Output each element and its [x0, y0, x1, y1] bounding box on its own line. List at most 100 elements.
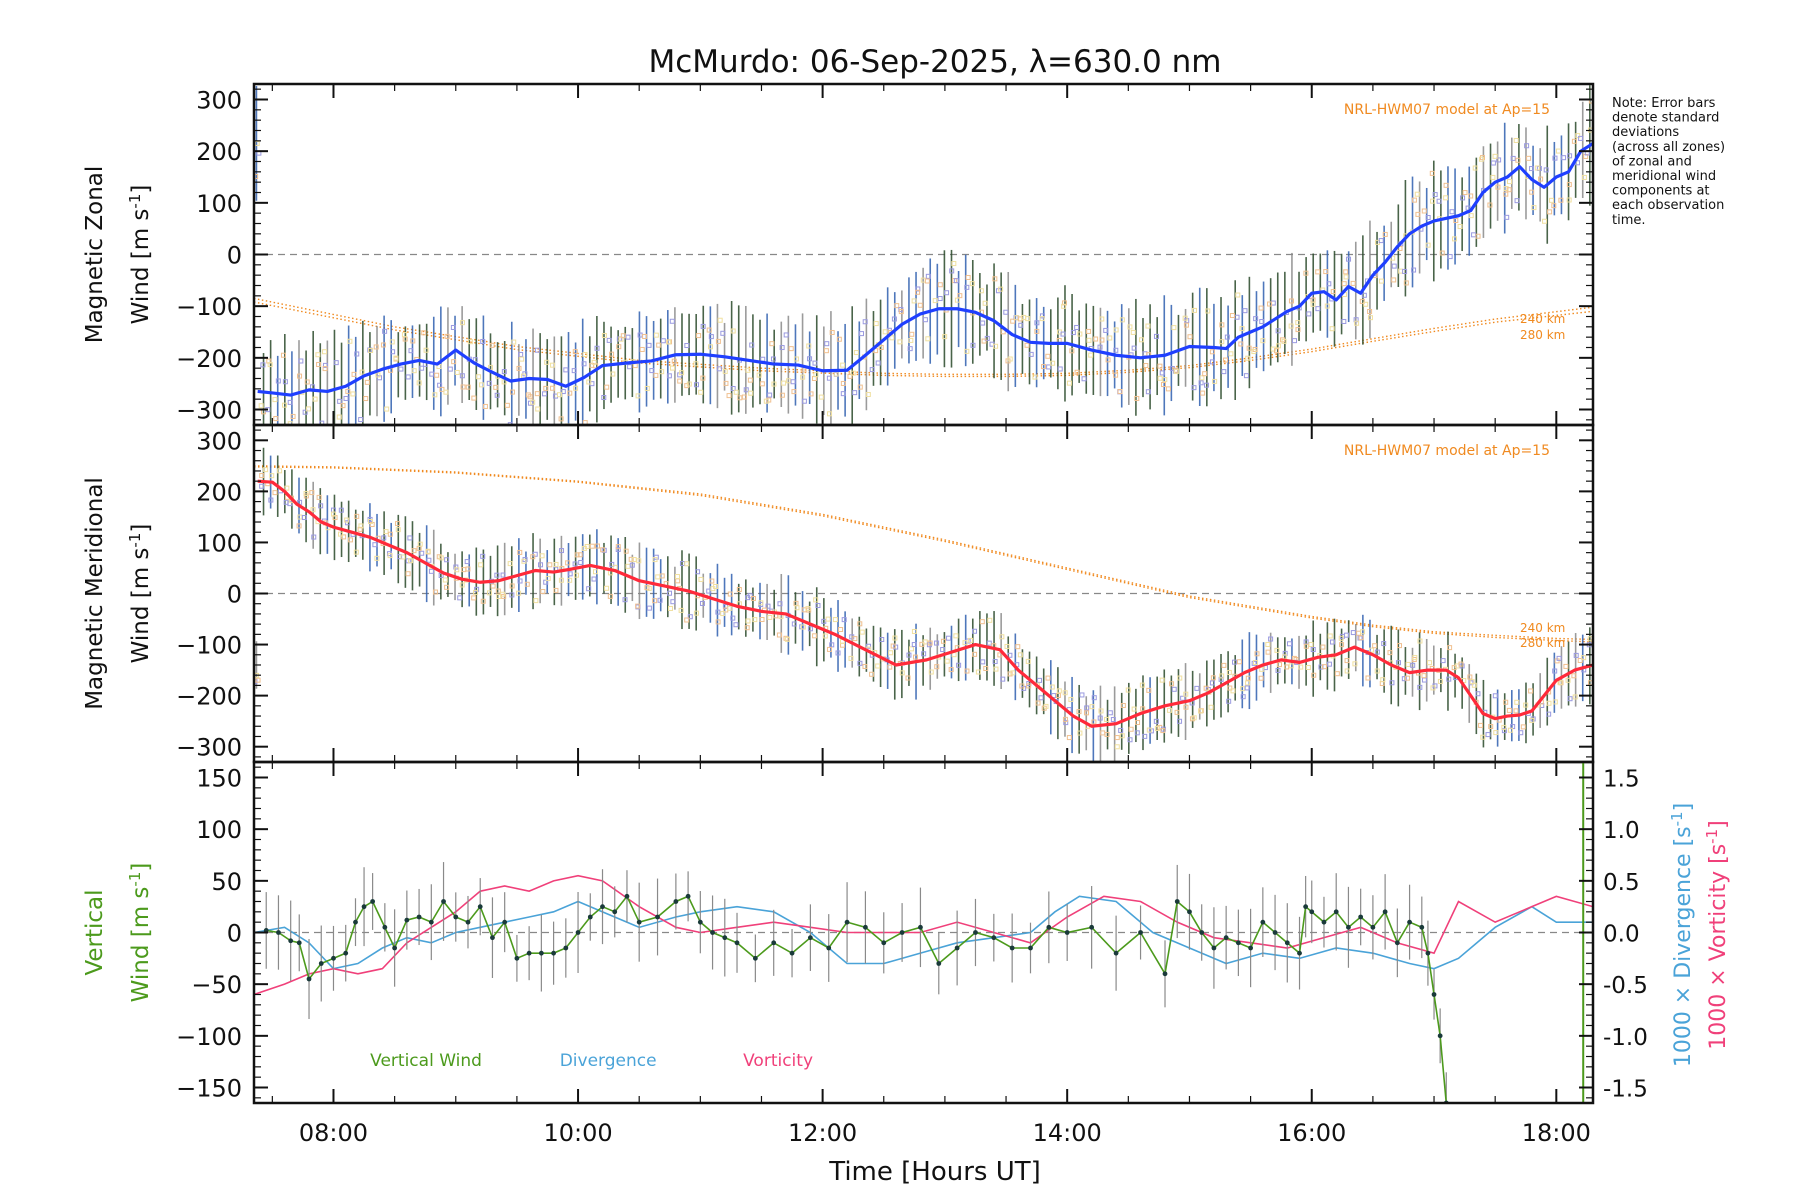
zone-point [1308, 642, 1314, 648]
zone-point [1563, 663, 1569, 669]
y-axis-label-line2: Wind [m s-1] [126, 863, 154, 1003]
zone-point [1387, 650, 1393, 656]
zone-point [400, 554, 406, 560]
zone-point [375, 372, 381, 378]
zone-point [906, 652, 912, 658]
vertical-wind-point [288, 938, 294, 944]
plot-area [254, 762, 1593, 1103]
zone-point [586, 379, 592, 385]
zone-point [1558, 197, 1564, 203]
zone-point [745, 618, 751, 624]
x-tick-label: 16:00 [1277, 1119, 1346, 1147]
zone-point [627, 364, 633, 370]
zone-point [581, 361, 587, 367]
zone-point [908, 646, 914, 652]
zone-point [1443, 182, 1449, 188]
zone-point [408, 558, 414, 564]
zone-point [1451, 236, 1457, 242]
zone-point [604, 384, 610, 390]
zone-point [733, 622, 739, 628]
zone-point [1260, 338, 1266, 344]
zone-point [322, 349, 328, 355]
zone-point [629, 562, 635, 568]
vertical-wind-point [722, 935, 728, 941]
zone-point [460, 384, 466, 390]
zone-point [1531, 205, 1537, 211]
zone-point [1288, 323, 1294, 329]
zone-point [1114, 735, 1120, 741]
zone-point [1311, 672, 1317, 678]
zone-point [315, 352, 321, 358]
zone-point [333, 360, 339, 366]
zone-point [832, 617, 838, 623]
zone-point [1515, 157, 1521, 163]
zone-point [1066, 735, 1072, 741]
zone-point [1069, 348, 1075, 354]
vertical-wind-point [370, 899, 376, 904]
zone-point [653, 332, 659, 338]
zone-point [1219, 673, 1225, 679]
zone-point [591, 359, 597, 365]
zonal-wind-line [257, 142, 1593, 397]
vertical-wind-point [636, 919, 642, 925]
zone-point [380, 342, 386, 348]
zone-point [771, 381, 777, 387]
zone-point [350, 391, 356, 397]
zone-point [1197, 708, 1203, 714]
y-axis-label-line1: Vertical [82, 889, 108, 975]
zone-point [1274, 647, 1280, 653]
zone-points [254, 98, 1593, 425]
zone-point [1203, 685, 1209, 691]
zone-point [1391, 263, 1397, 269]
zone-point [696, 333, 702, 339]
zone-point [398, 366, 404, 372]
zone-point [267, 362, 273, 368]
zone-point [524, 581, 530, 587]
zone-point [1529, 717, 1535, 723]
zone-point [407, 535, 413, 541]
zone-point [700, 323, 706, 329]
zone-point [486, 590, 492, 596]
zone-point [857, 384, 863, 390]
zone-point [954, 297, 960, 303]
zone-point [1259, 319, 1265, 325]
zone-point [534, 347, 540, 353]
vertical-wind-point [1089, 924, 1095, 930]
zone-point [490, 583, 496, 589]
zone-point [783, 332, 789, 338]
zone-point [1471, 232, 1477, 238]
zone-point [1242, 308, 1248, 314]
zone-point [1303, 643, 1309, 649]
model-curve-240-km [254, 465, 1593, 641]
zone-point [1430, 198, 1436, 204]
zone-point [577, 552, 583, 558]
zone-point [1551, 203, 1557, 209]
zone-point [1382, 231, 1388, 237]
zone-point [260, 362, 266, 368]
zone-point [1182, 315, 1188, 321]
zone-point [387, 531, 393, 537]
zone-point [1284, 664, 1290, 670]
zone-point [1432, 192, 1438, 198]
zone-point [1341, 281, 1347, 287]
vertical-wind-point [1272, 930, 1278, 935]
zone-point [715, 619, 721, 625]
zone-point [1367, 308, 1373, 314]
vertical-wind-point [899, 930, 905, 935]
zone-point [869, 367, 875, 373]
vertical-wind-point [514, 955, 520, 961]
zone-point [607, 593, 613, 599]
zone-point [1259, 666, 1265, 672]
zone-point [1086, 328, 1092, 334]
zone-point [567, 390, 573, 396]
zone-point [656, 342, 662, 348]
zone-point [397, 554, 403, 560]
zone-point [684, 617, 690, 623]
zone-point [296, 523, 302, 529]
zone-point [1421, 673, 1427, 679]
zone-point [1575, 133, 1581, 139]
zone-point [1171, 686, 1177, 692]
zone-point [311, 534, 317, 540]
zone-point [1100, 730, 1106, 736]
zone-point [1169, 681, 1175, 687]
